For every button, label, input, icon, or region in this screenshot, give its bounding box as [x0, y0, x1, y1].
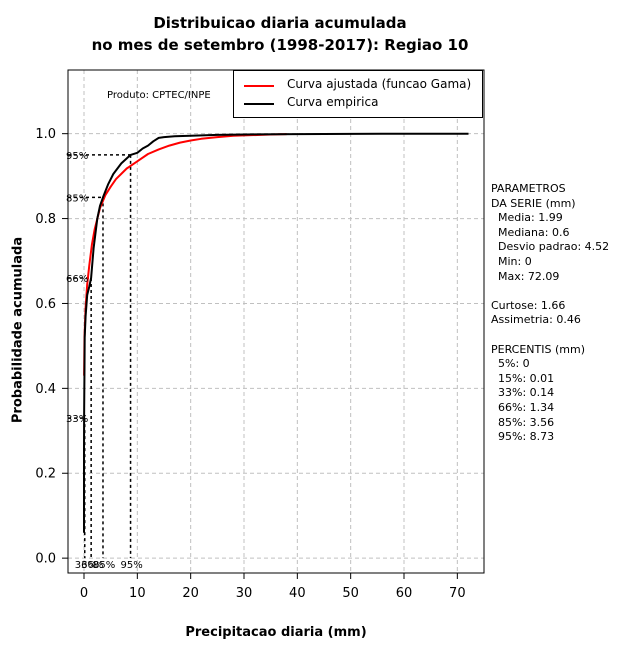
- y-tick-label: 0.6: [35, 297, 56, 312]
- stats-line: DA SERIE (mm): [491, 196, 576, 210]
- stats-line: Min: 0: [491, 254, 532, 268]
- percentile-label-bottom: 95%: [121, 560, 143, 571]
- percentile-label-left: 95%: [66, 151, 88, 162]
- stats-line: PARAMETROS: [491, 182, 566, 195]
- x-tick-label: 0: [80, 586, 88, 601]
- y-tick-label: 0.4: [35, 382, 56, 397]
- stats-line: PERCENTIS (mm): [491, 342, 585, 356]
- x-tick-label: 10: [129, 586, 146, 601]
- legend: Curva ajustada (funcao Gama) Curva empir…: [233, 70, 483, 118]
- x-tick-label: 20: [182, 586, 199, 601]
- stats-line: Curtose: 1.66: [491, 298, 566, 312]
- stats-line: Assimetria: 0.46: [491, 313, 581, 327]
- percentile-label-left: 85%: [66, 193, 88, 204]
- stats-line: Desvio padrao: 4.52: [491, 240, 610, 254]
- stats-line: Mediana: 0.6: [491, 225, 570, 239]
- y-tick-label: 0.0: [35, 552, 56, 567]
- stats-line: 15%: 0.01: [491, 371, 555, 385]
- stats-line: Media: 1.99: [491, 211, 563, 225]
- stats-line: [491, 284, 609, 299]
- legend-label-empirical-curve: Curva empirica: [287, 95, 379, 109]
- series-line-fitted-gamma: [83, 133, 287, 376]
- stats-line: 33%: 0.14: [491, 386, 555, 400]
- stats-line: 85%: 3.56: [491, 415, 555, 429]
- x-tick-label: 40: [289, 586, 306, 601]
- legend-label-fitted-curve: Curva ajustada (funcao Gama): [287, 77, 472, 91]
- x-axis-label: Precipitacao diaria (mm): [185, 625, 367, 640]
- percentile-label-bottom: 66%: [81, 560, 103, 571]
- percentile-label-bottom: 33%: [75, 560, 97, 571]
- y-tick-label: 0.2: [35, 467, 56, 482]
- percentile-label-left: 66%: [66, 274, 88, 285]
- stats-line: Max: 72.09: [491, 269, 560, 283]
- y-tick-label: 0.8: [35, 212, 56, 227]
- x-tick-label: 70: [449, 586, 466, 601]
- x-tick-label: 30: [236, 586, 253, 601]
- x-tick-label: 50: [342, 586, 359, 601]
- stats-line: 95%: 8.73: [491, 430, 555, 444]
- series-line-empirical: [83, 132, 469, 533]
- percentile-label-bottom: 85%: [93, 560, 115, 571]
- stats-line: 5%: 0: [491, 357, 530, 371]
- chart-title-line-1: Distribuicao diaria acumulada: [153, 14, 407, 32]
- y-axis-label-wrap: Probabilidade acumulada: [8, 237, 28, 423]
- y-tick-label: 1.0: [35, 127, 56, 142]
- percentile-label-left: 33%: [66, 414, 88, 425]
- chart-title-line-2: no mes de setembro (1998-2017): Regiao 1…: [91, 36, 469, 54]
- x-tick-label: 60: [396, 586, 413, 601]
- stats-line: 66%: 1.34: [491, 400, 555, 414]
- legend-swatch-red: [244, 85, 274, 87]
- y-axis-label: Probabilidade acumulada: [10, 236, 26, 424]
- stats-line: [491, 328, 609, 343]
- product-label: Produto: CPTEC/INPE: [107, 90, 211, 101]
- legend-swatch-black: [244, 103, 274, 105]
- stats-panel: PARAMETROS DA SERIE (mm) Media: 1.99 Medi…: [491, 182, 609, 445]
